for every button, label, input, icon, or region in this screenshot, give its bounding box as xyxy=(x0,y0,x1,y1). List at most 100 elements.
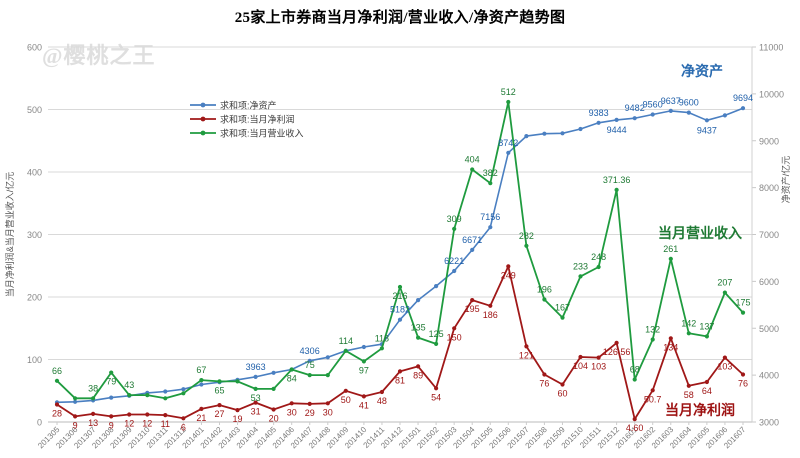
data-label: 261 xyxy=(663,244,678,254)
data-label: 60 xyxy=(557,389,567,399)
data-point xyxy=(325,401,330,406)
data-label: 20 xyxy=(269,414,279,424)
data-point xyxy=(722,113,728,118)
data-point xyxy=(271,386,276,391)
data-point xyxy=(488,303,493,308)
data-point xyxy=(470,167,475,172)
data-label: 121 xyxy=(519,350,534,360)
data-point xyxy=(686,383,691,388)
data-label: 137 xyxy=(699,321,714,331)
data-point xyxy=(379,346,384,351)
data-point xyxy=(650,112,655,117)
data-label: 79 xyxy=(106,377,116,387)
data-label: 97 xyxy=(359,365,369,375)
data-label: 6221 xyxy=(444,256,464,266)
page-title: 25家上市券商当月净利润/营业收入/净资产趋势图 xyxy=(234,10,566,26)
data-label: 135 xyxy=(411,323,426,333)
data-label: 126.56 xyxy=(603,347,631,357)
data-point xyxy=(253,400,258,405)
data-point xyxy=(127,412,132,417)
data-point xyxy=(109,395,114,400)
data-point xyxy=(73,399,78,404)
data-label: 9560 xyxy=(643,100,663,110)
data-point xyxy=(163,396,168,401)
data-point xyxy=(163,413,168,418)
data-label: 27 xyxy=(214,409,224,419)
data-label: 249 xyxy=(501,270,516,280)
right-axis-tick: 4000 xyxy=(759,371,779,381)
data-point xyxy=(235,408,240,413)
data-point xyxy=(181,391,186,396)
data-point xyxy=(578,274,583,279)
data-point xyxy=(181,387,186,392)
data-point xyxy=(452,268,457,274)
legend-marker xyxy=(200,116,206,122)
data-label: 29 xyxy=(305,408,315,418)
data-point xyxy=(578,354,583,360)
data-point xyxy=(542,297,547,302)
data-label: 9437 xyxy=(697,125,717,135)
data-point xyxy=(704,379,710,385)
left-axis-tick: 500 xyxy=(27,105,42,115)
data-point xyxy=(506,99,511,105)
data-point xyxy=(217,403,222,408)
data-label: 7156 xyxy=(480,212,500,222)
data-point xyxy=(686,110,691,115)
data-point xyxy=(416,335,421,340)
data-label: 89 xyxy=(413,370,423,380)
data-point xyxy=(524,134,529,139)
series-line xyxy=(56,107,744,404)
data-point xyxy=(145,412,150,417)
data-label: 167 xyxy=(555,303,570,313)
right-axis-tick: 8000 xyxy=(759,183,779,193)
data-point xyxy=(614,187,619,192)
data-label: 4306 xyxy=(300,346,320,356)
data-label: 11 xyxy=(161,419,170,429)
right-axis-tick: 3000 xyxy=(759,418,779,428)
data-point xyxy=(704,118,710,123)
data-label: 76 xyxy=(539,379,549,389)
data-point xyxy=(542,372,547,377)
data-point xyxy=(560,382,565,387)
data-point xyxy=(668,256,673,261)
data-label: 50.7 xyxy=(644,394,662,404)
data-point xyxy=(127,393,132,398)
data-point xyxy=(632,377,637,382)
data-point xyxy=(91,411,96,416)
data-label: 30 xyxy=(287,407,297,417)
data-label: 207 xyxy=(717,278,732,288)
data-label: 118 xyxy=(375,333,389,343)
data-label: 382 xyxy=(483,168,498,178)
data-point xyxy=(361,359,366,364)
data-point xyxy=(740,106,746,111)
data-point xyxy=(307,401,312,406)
data-point xyxy=(434,386,439,391)
data-point xyxy=(488,225,493,230)
data-label: 21 xyxy=(196,413,206,423)
left-axis-tick: 600 xyxy=(27,43,42,53)
legend-marker xyxy=(200,130,206,136)
data-point xyxy=(614,117,619,122)
data-label: 9383 xyxy=(589,108,609,118)
data-point xyxy=(434,284,439,289)
annotation-net-assets: 净资产 xyxy=(681,63,723,79)
data-label: 81 xyxy=(395,375,405,385)
left-axis-title: 当月净利润&当月营业收入/亿元 xyxy=(4,172,15,298)
data-point xyxy=(325,373,330,378)
data-label: 9600 xyxy=(679,98,699,108)
data-point xyxy=(416,298,421,303)
data-label: 150 xyxy=(447,332,462,342)
data-point xyxy=(361,394,366,399)
legend-label: 求和项:净资产 xyxy=(220,100,277,111)
left-axis-tick: 100 xyxy=(27,355,42,365)
data-label: 132 xyxy=(645,325,660,335)
data-point xyxy=(650,388,655,393)
data-point xyxy=(650,337,655,342)
data-label: 104 xyxy=(573,361,588,371)
data-label: 54 xyxy=(431,392,441,402)
data-point xyxy=(560,315,565,320)
data-label: 66 xyxy=(52,366,62,376)
data-label: 9 xyxy=(109,420,114,430)
data-point xyxy=(54,378,60,383)
data-label: 6671 xyxy=(462,235,482,245)
